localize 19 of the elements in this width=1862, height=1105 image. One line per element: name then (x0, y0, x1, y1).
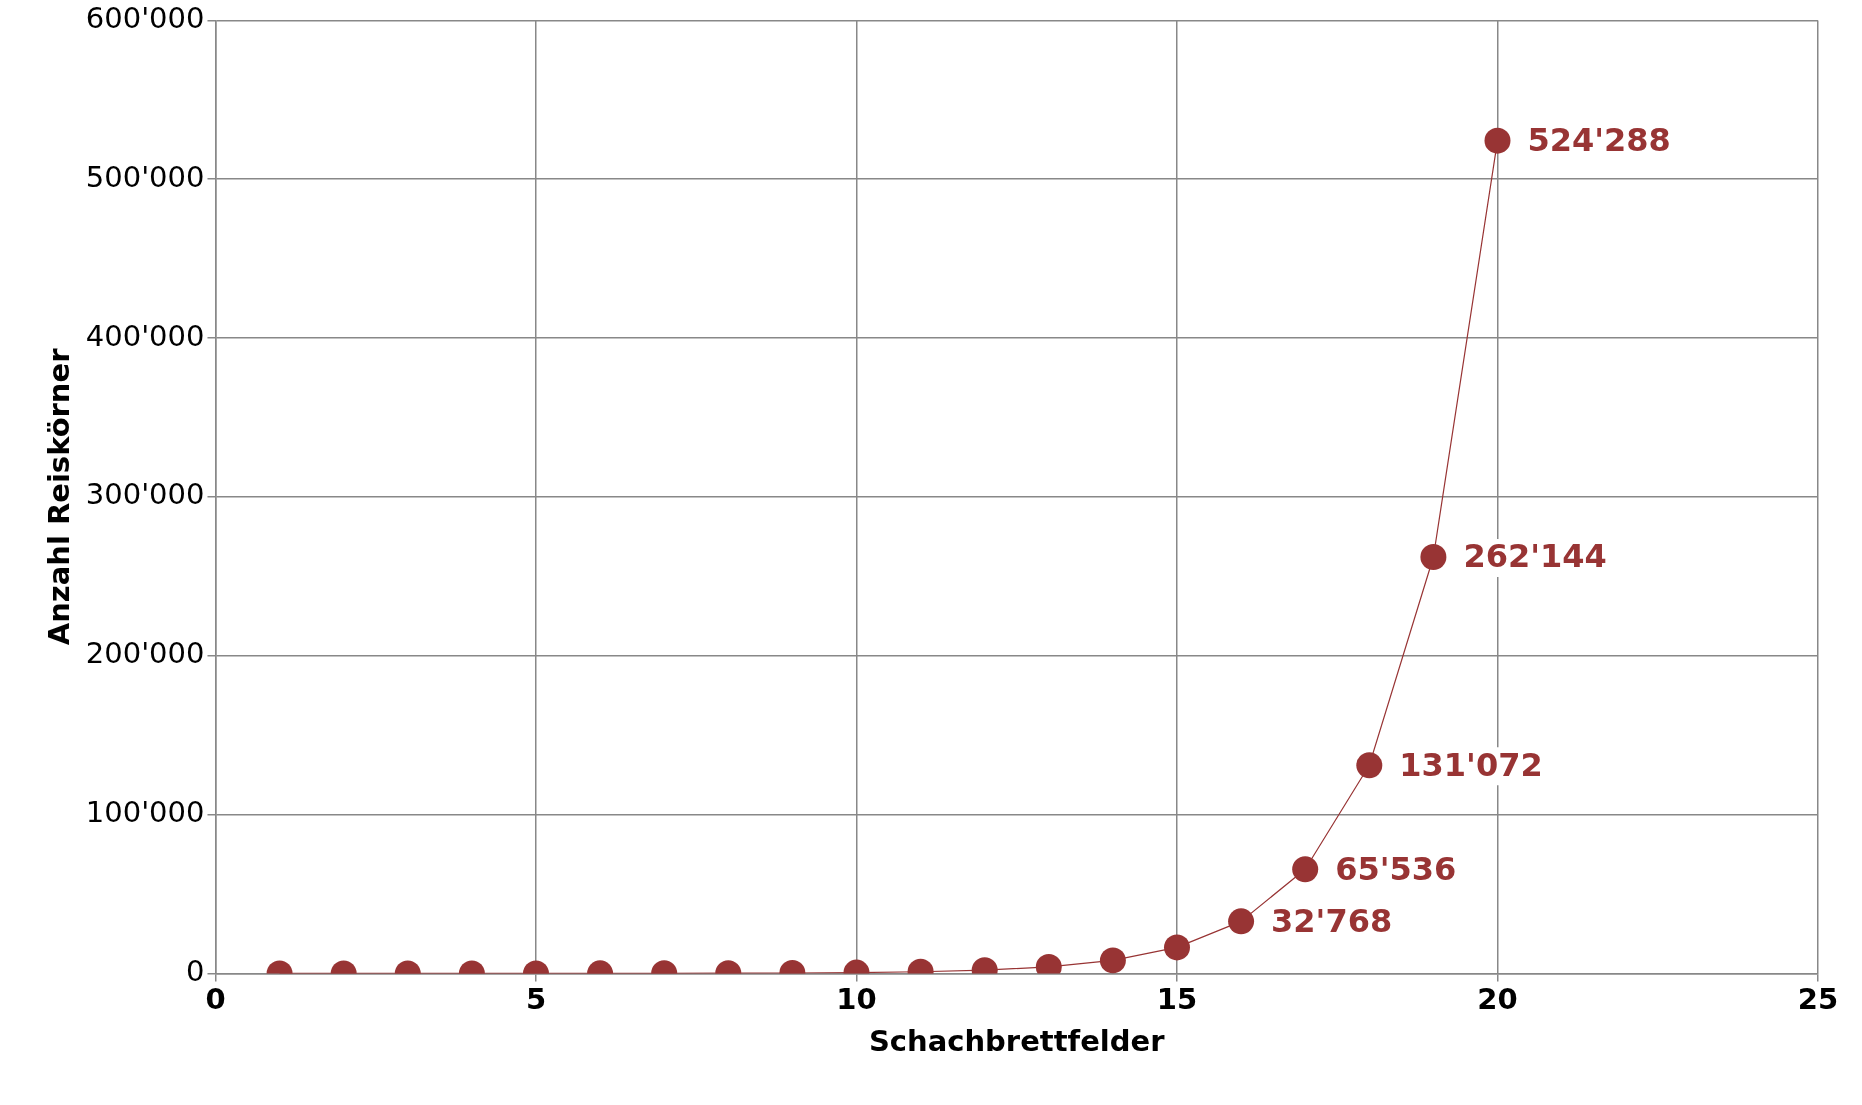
x-axis-title: Schachbrettfelder (868, 1024, 1166, 1059)
y-tick-label: 600'000 (85, 0, 205, 35)
y-axis-title: Anzahl Reiskörner (41, 347, 76, 646)
y-tick-label: 300'000 (85, 477, 205, 512)
x-tick-label: 25 (1797, 982, 1839, 1017)
data-label: 262'144 (1463, 537, 1607, 576)
y-tick-label: 500'000 (85, 159, 205, 194)
x-tick-label: 5 (525, 982, 547, 1017)
x-tick-label: 15 (1156, 982, 1198, 1017)
x-tick-label: 10 (836, 982, 877, 1017)
data-label: 524'288 (1527, 120, 1671, 159)
y-tick-label: 200'000 (85, 636, 205, 671)
y-tick-label: 100'000 (85, 795, 205, 830)
y-tick-label: 400'000 (85, 318, 205, 353)
data-label: 32'768 (1271, 901, 1393, 940)
y-tick-label: 0 (186, 953, 205, 988)
x-tick-label: 20 (1477, 982, 1518, 1017)
data-label: 65'536 (1335, 849, 1457, 888)
data-label: 131'072 (1399, 745, 1543, 784)
